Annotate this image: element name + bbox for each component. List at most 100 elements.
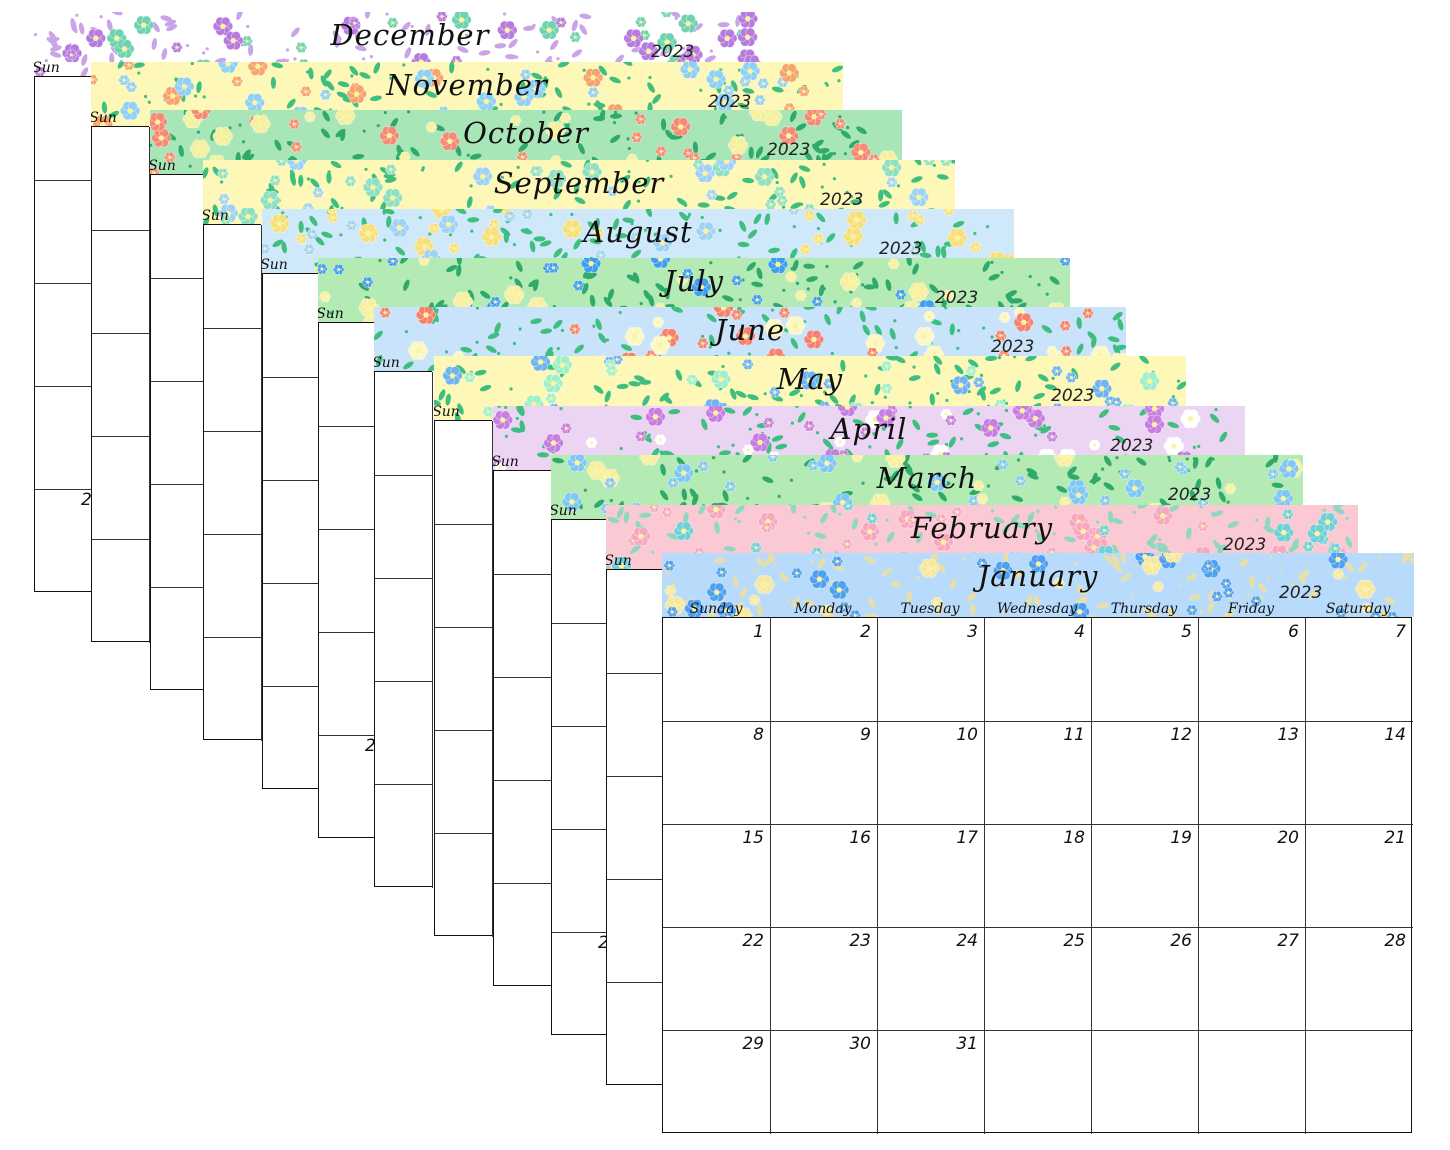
grid-column-line	[492, 421, 493, 937]
day-number: 14	[1384, 725, 1406, 745]
month-title: February	[910, 511, 1054, 545]
day-number: 24	[956, 931, 978, 951]
month-grid	[606, 569, 665, 1086]
grid-row-line	[663, 927, 1413, 928]
month-banner: December 2023 Sun	[34, 12, 786, 76]
grid-row-line	[151, 278, 209, 279]
month-grid	[493, 470, 552, 987]
year-label: 2023	[1168, 485, 1212, 505]
grid-column-line	[770, 618, 771, 1134]
day-number: 6	[1288, 622, 1299, 642]
grid-column-line	[149, 127, 150, 643]
year-label: 2023	[991, 337, 1035, 357]
month-grid	[91, 126, 150, 643]
day-number: 10	[956, 725, 978, 745]
weekday-label: Sun	[374, 355, 400, 371]
weekday-label: Saturday	[1325, 601, 1391, 617]
grid-row-line	[552, 726, 610, 727]
year-label: 2023	[1223, 535, 1267, 555]
year-label: 2023	[651, 42, 695, 62]
day-number: 18	[1063, 828, 1085, 848]
grid-row-line	[375, 578, 433, 579]
month-grid	[551, 519, 610, 1036]
month-title: March	[876, 461, 978, 495]
grid-row-line	[607, 673, 665, 674]
weekday-label: Sun	[34, 60, 60, 76]
month-banner: January 2023 Sunday Monday Tuesday Wednesday T…	[662, 553, 1414, 617]
day-number: 15	[742, 828, 764, 848]
year-label: 2023	[708, 92, 752, 112]
month-grid	[318, 322, 377, 839]
grid-row-line	[35, 489, 93, 490]
grid-row-line	[607, 879, 665, 880]
grid-row-line	[151, 587, 209, 588]
grid-row-line	[92, 230, 150, 231]
grid-row-line	[552, 829, 610, 830]
weekday-label: Sun	[493, 454, 519, 470]
weekday-label: Sun	[551, 503, 577, 519]
grid-row-line	[204, 637, 262, 638]
grid-row-line	[263, 377, 321, 378]
grid-row-line	[375, 475, 433, 476]
day-number: 27	[1277, 931, 1299, 951]
grid-column-line	[984, 618, 985, 1134]
month-title: August	[583, 215, 693, 249]
month-title: July	[664, 264, 724, 298]
month-title: May	[776, 362, 844, 396]
day-number: 17	[956, 828, 978, 848]
grid-row-line	[263, 686, 321, 687]
grid-row-line	[607, 982, 665, 983]
month-grid	[34, 76, 93, 593]
grid-row-line	[435, 627, 493, 628]
weekday-label: Sun	[606, 553, 632, 569]
month-grid	[434, 420, 493, 937]
day-number: 20	[1277, 828, 1299, 848]
day-number: 22	[742, 931, 764, 951]
day-number: 23	[849, 931, 871, 951]
day-number: 21	[1384, 828, 1406, 848]
grid-row-line	[663, 721, 1413, 722]
year-label: 2023	[879, 239, 923, 259]
year-label: 2023	[935, 288, 979, 308]
grid-row-line	[552, 623, 610, 624]
grid-row-line	[319, 735, 377, 736]
weekday-label: Tuesday	[900, 601, 960, 617]
grid-row-line	[92, 333, 150, 334]
weekday-label: Sun	[91, 110, 117, 126]
grid-row-line	[552, 932, 610, 933]
grid-row-line	[494, 883, 552, 884]
grid-row-line	[204, 534, 262, 535]
month-grid	[374, 371, 433, 888]
day-number: 7	[1395, 622, 1406, 642]
month-title: December	[330, 18, 490, 52]
day-number: 11	[1063, 725, 1085, 745]
day-number: 2	[860, 622, 871, 642]
year-label: 2023	[1279, 583, 1323, 603]
day-number: 31	[956, 1034, 978, 1054]
month-grid	[262, 273, 321, 790]
grid-row-line	[92, 436, 150, 437]
day-number: 4	[1074, 622, 1085, 642]
month-title: November	[386, 68, 548, 102]
grid-row-line	[375, 784, 433, 785]
weekday-label: Sun	[434, 404, 460, 420]
grid-row-line	[494, 780, 552, 781]
year-label: 2023	[820, 190, 864, 210]
grid-row-line	[35, 386, 93, 387]
day-number: 2	[365, 736, 376, 756]
weekday-label: Friday	[1227, 601, 1275, 617]
grid-row-line	[319, 426, 377, 427]
grid-row-line	[663, 824, 1413, 825]
month-grid	[150, 174, 209, 691]
month-title: January	[977, 559, 1099, 593]
weekday-label: Monday	[794, 601, 852, 617]
grid-row-line	[319, 632, 377, 633]
grid-row-line	[663, 1030, 1413, 1031]
month-grid	[203, 224, 262, 741]
grid-row-line	[263, 583, 321, 584]
grid-row-line	[151, 381, 209, 382]
day-number: 2	[81, 490, 92, 510]
month-title: September	[493, 166, 665, 200]
grid-row-line	[263, 480, 321, 481]
year-label: 2023	[1110, 436, 1154, 456]
